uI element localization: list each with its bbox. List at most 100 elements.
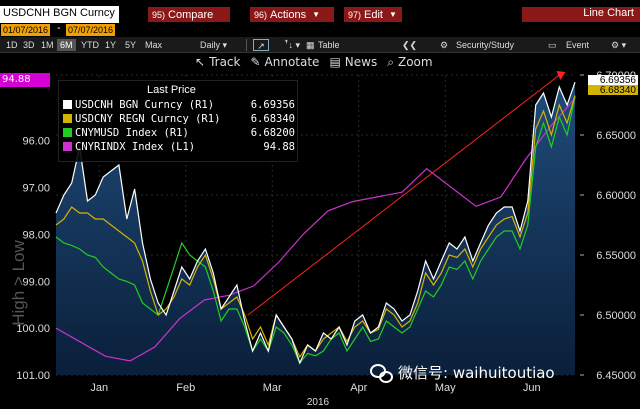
x-axis-title: 2016: [307, 397, 330, 408]
ticker-field[interactable]: USDCNH BGN Curncy: [0, 6, 119, 23]
trendline-arrow-icon: [556, 71, 566, 80]
chart-type-label[interactable]: Line Chart: [522, 7, 640, 22]
left-axis-tick-label: 97.00: [22, 183, 50, 195]
period-5y[interactable]: 5Y: [125, 40, 137, 50]
edit-num: 97): [348, 9, 362, 20]
series-lines: [55, 82, 576, 365]
annotate-tool[interactable]: ✎ Annotate: [250, 55, 319, 69]
actions-button[interactable]: 96) Actions ▼: [250, 7, 334, 22]
legend-row[interactable]: USDCNY REGN Curncy (R1) 6.68340: [63, 112, 295, 125]
left-axis-tick-label: 98.00: [22, 229, 50, 241]
legend[interactable]: Last Price USDCNH BGN Curncy (R1) 6.6935…: [58, 80, 298, 162]
legend-row[interactable]: CNYMUSD Index (R1) 6.68200: [63, 126, 295, 139]
left-axis-tick-label: 96.00: [22, 136, 50, 148]
collapse-icon[interactable]: ❮❮: [402, 40, 418, 50]
track-label: Track: [209, 55, 241, 69]
actions-caret-icon: ▼: [312, 10, 321, 19]
series-line-2: [55, 96, 576, 365]
track-tool[interactable]: ↖ Track: [195, 55, 240, 69]
event-button[interactable]: Event: [566, 40, 590, 50]
news-label: News: [344, 55, 378, 69]
compare-num: 95): [152, 9, 166, 20]
legend-series-name: USDCNY REGN Curncy (R1): [75, 112, 221, 125]
date-separator: -: [57, 23, 61, 34]
right-axis-tick-label: 6.65000: [596, 130, 636, 142]
watermark-text: 微信号: waihuitoutiao: [398, 364, 555, 382]
usdcnh-area-fill: [56, 82, 575, 375]
settings-gear-icon[interactable]: ⚙ ▾: [611, 40, 627, 50]
magnifier-icon: ⌕: [387, 54, 394, 69]
left-axis-tick-label: 101.00: [16, 370, 50, 382]
right-axis-value-label: 6.68340: [600, 85, 637, 96]
period-max[interactable]: Max: [145, 40, 163, 50]
chevron-down-icon: ▾: [222, 40, 228, 50]
x-axis-tick-label: Jun: [523, 382, 541, 394]
start-date-field[interactable]: 01/07/2016: [1, 24, 51, 36]
annotate-label: Annotate: [264, 55, 320, 69]
legend-swatch: [63, 114, 72, 123]
chart-toolbar: ↖ Track ✎ Annotate ▤ News ⌕ Zoom: [195, 53, 433, 71]
actions-num: 96): [254, 9, 268, 20]
compare-button[interactable]: 95) Compare: [148, 7, 230, 22]
watermark: 微信号: waihuitoutiao: [370, 362, 555, 383]
pencil-icon: ✎: [250, 55, 261, 69]
right-axis-value-tag: [588, 85, 638, 95]
x-axis-tick-label: Apr: [350, 382, 367, 394]
x-axis-tick-label: Feb: [176, 382, 195, 394]
period-6m[interactable]: 6M: [57, 39, 76, 51]
right-axis: 6.700006.650006.600006.550006.500006.450…: [580, 70, 638, 382]
left-axis-tick-label: 100.00: [16, 323, 50, 335]
event-icon[interactable]: ▭: [548, 40, 557, 50]
wechat-icon: [370, 363, 393, 383]
legend-series-value: 94.88: [263, 140, 295, 153]
left-axis-last-value: 94.88: [0, 73, 50, 87]
right-axis-value-label: 6.69356: [600, 75, 637, 86]
right-axis-tick-label: 6.55000: [596, 250, 636, 262]
period-1y[interactable]: 1Y: [105, 40, 117, 50]
end-date-field[interactable]: 07/07/2016: [66, 24, 116, 36]
studies-icon[interactable]: ꜛ↓ ▾: [284, 40, 301, 50]
series-line-3: [55, 98, 576, 362]
frequency-label: Daily: [200, 40, 221, 50]
actions-label: Actions: [270, 8, 307, 21]
period-toolbar: 1D 3D 1M 6M YTD 1Y 5Y Max Daily ▾ ↗ ꜛ↓ ▾…: [0, 37, 640, 53]
divider: [246, 39, 247, 51]
legend-series-value: 6.69356: [250, 98, 295, 111]
series-line-0: [55, 82, 576, 365]
x-axis-tick-label: May: [435, 382, 456, 394]
left-axis-label: High > Low: [9, 240, 28, 326]
left-axis-tick-label: 99.00: [22, 276, 50, 288]
line-chart-icon[interactable]: ↗: [253, 39, 269, 51]
security-study-button[interactable]: Security/Study: [456, 40, 515, 50]
right-axis-tick-label: 6.45000: [596, 370, 636, 382]
period-3d[interactable]: 3D: [23, 40, 35, 50]
table-button[interactable]: Table: [318, 40, 340, 50]
edit-button[interactable]: 97) Edit ▼: [344, 7, 402, 22]
right-axis-tick-label: 6.50000: [596, 310, 636, 322]
legend-series-value: 6.68340: [250, 112, 295, 125]
period-1d[interactable]: 1D: [6, 40, 18, 50]
period-1m[interactable]: 1M: [41, 40, 54, 50]
legend-swatch: [63, 100, 72, 109]
zoom-label: Zoom: [397, 55, 433, 69]
trendline[interactable]: [247, 74, 560, 316]
news-tool[interactable]: ▤ News: [329, 55, 377, 69]
legend-swatch: [63, 142, 72, 151]
gear-icon[interactable]: ⚙: [440, 40, 449, 50]
quote-strip: [0, 0, 640, 6]
legend-row[interactable]: CNYRINDX Index (L1) 94.88: [63, 140, 295, 153]
date-toolbar: 01/07/2016 - 07/07/2016: [0, 23, 640, 37]
main-toolbar: USDCNH BGN Curncy 95) Compare 96) Action…: [0, 6, 640, 23]
x-axis: Jan Feb Mar Apr May Jun: [90, 382, 540, 394]
period-ytd[interactable]: YTD: [81, 40, 99, 50]
frequency-select[interactable]: Daily ▾: [200, 39, 227, 51]
legend-title: Last Price: [147, 84, 196, 96]
legend-row[interactable]: USDCNH BGN Curncy (R1) 6.69356: [63, 98, 295, 111]
edit-caret-icon: ▼: [388, 10, 397, 19]
legend-swatch: [63, 128, 72, 137]
x-axis-tick-label: Mar: [263, 382, 282, 394]
pointer-icon: ↖: [195, 55, 206, 69]
zoom-tool[interactable]: ⌕ Zoom: [387, 55, 432, 70]
edit-label: Edit: [364, 8, 383, 21]
